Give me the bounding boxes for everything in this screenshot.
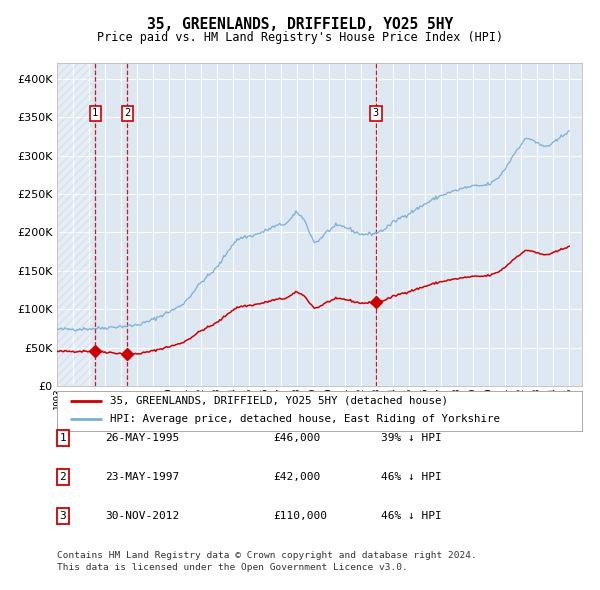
Text: 2: 2 [59,472,67,481]
Text: 1: 1 [92,108,98,118]
Text: 1: 1 [59,433,67,442]
Text: 46% ↓ HPI: 46% ↓ HPI [381,511,442,520]
Text: 35, GREENLANDS, DRIFFIELD, YO25 5HY: 35, GREENLANDS, DRIFFIELD, YO25 5HY [147,17,453,32]
Text: £46,000: £46,000 [273,433,320,442]
Text: 2: 2 [124,108,130,118]
Text: 3: 3 [373,108,379,118]
Text: 26-MAY-1995: 26-MAY-1995 [105,433,179,442]
Bar [57,63,92,386]
Text: Price paid vs. HM Land Registry's House Price Index (HPI): Price paid vs. HM Land Registry's House … [97,31,503,44]
Text: 23-MAY-1997: 23-MAY-1997 [105,472,179,481]
Text: 30-NOV-2012: 30-NOV-2012 [105,511,179,520]
Text: Contains HM Land Registry data © Crown copyright and database right 2024.
This d: Contains HM Land Registry data © Crown c… [57,551,477,572]
Text: 46% ↓ HPI: 46% ↓ HPI [381,472,442,481]
Text: £110,000: £110,000 [273,511,327,520]
Text: £42,000: £42,000 [273,472,320,481]
Text: 35, GREENLANDS, DRIFFIELD, YO25 5HY (detached house): 35, GREENLANDS, DRIFFIELD, YO25 5HY (det… [110,396,448,405]
Text: 3: 3 [59,511,67,520]
Text: 39% ↓ HPI: 39% ↓ HPI [381,433,442,442]
Text: HPI: Average price, detached house, East Riding of Yorkshire: HPI: Average price, detached house, East… [110,414,499,424]
